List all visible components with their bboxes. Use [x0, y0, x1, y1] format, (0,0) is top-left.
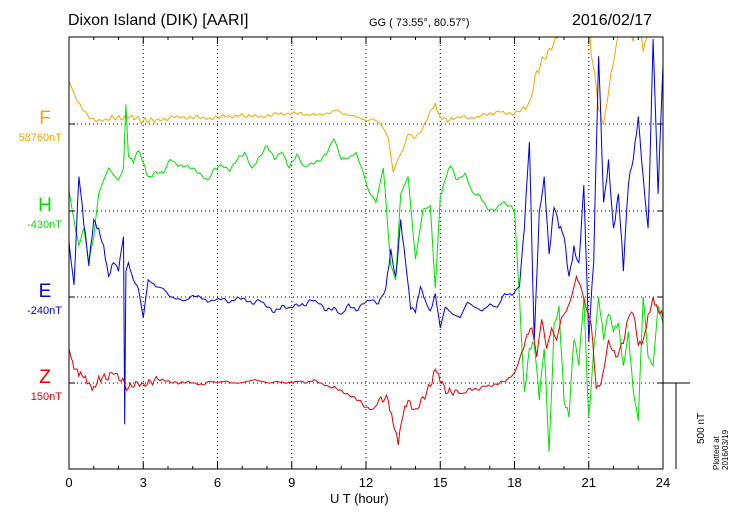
x-tick-label: 24 — [656, 475, 670, 490]
x-tick-label: 0 — [65, 475, 72, 490]
x-tick-label: 3 — [140, 475, 147, 490]
x-tick-labels: 0 3 6 9 12 15 18 21 24 — [65, 475, 670, 490]
trace-H — [69, 104, 663, 452]
scale-bar — [663, 382, 690, 469]
x-tick-label: 18 — [507, 475, 521, 490]
component-traces — [69, 37, 663, 452]
x-tick-label: 6 — [214, 475, 221, 490]
grid-lines — [69, 37, 663, 469]
x-tick-label: 15 — [433, 475, 447, 490]
baseline-value-H: -430nT — [27, 219, 62, 231]
x-tick-label: 21 — [582, 475, 596, 490]
axis-ticks — [68, 37, 664, 469]
scale-bar-label: 500 nT — [696, 412, 707, 444]
baseline-value-E: -240nT — [27, 305, 62, 317]
chart-date: 2016/02/17 — [572, 12, 653, 29]
plotted-timestamp: Plotted at 2016/03/19 01:31 UT — [712, 429, 730, 470]
geographic-coordinates: GG ( 73.55°, 80.57°) — [369, 17, 470, 29]
component-label-H: H — [38, 195, 52, 216]
trace-F — [69, 37, 648, 173]
trace-Z — [69, 274, 663, 445]
x-tick-label: 9 — [288, 475, 295, 490]
baseline-value-Z: 150nT — [30, 391, 62, 403]
station-title: Dixon Island (DIK) [AARI] — [68, 12, 249, 29]
trace-E — [69, 38, 663, 425]
x-axis-label: U T (hour) — [330, 491, 389, 506]
component-label-F: F — [39, 108, 51, 129]
component-label-E: E — [38, 281, 52, 302]
baseline-value-F: 58760nT — [18, 132, 62, 144]
component-label-Z: Z — [39, 367, 51, 388]
x-tick-label: 12 — [359, 475, 373, 490]
